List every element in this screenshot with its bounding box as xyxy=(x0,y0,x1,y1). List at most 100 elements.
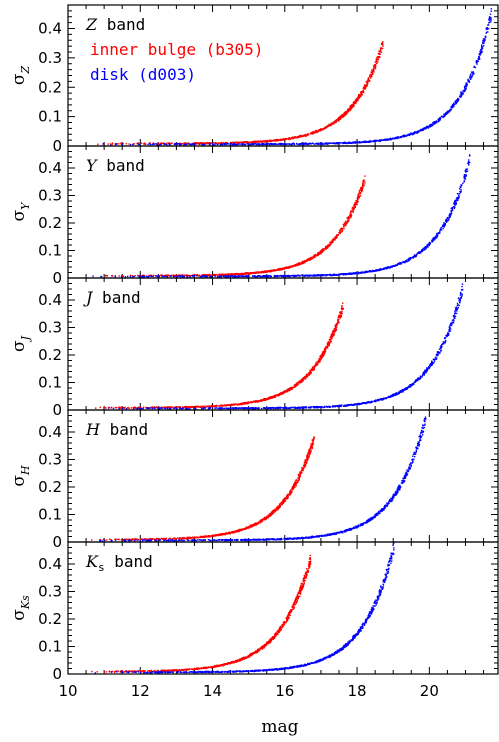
data-point xyxy=(339,232,341,235)
data-point xyxy=(347,111,349,113)
data-point xyxy=(328,338,331,341)
data-point xyxy=(457,99,459,101)
data-point xyxy=(485,28,488,31)
data-point xyxy=(412,257,414,259)
data-point xyxy=(225,275,228,278)
y-tick-label: 0.2 xyxy=(38,214,62,232)
data-point xyxy=(461,293,463,296)
data-point xyxy=(203,275,205,278)
data-point xyxy=(267,397,270,399)
data-point xyxy=(199,275,201,278)
data-point xyxy=(486,26,488,29)
data-point xyxy=(289,389,292,391)
data-point xyxy=(242,273,244,275)
data-point xyxy=(408,259,410,262)
data-point xyxy=(258,272,260,274)
data-point xyxy=(406,135,408,137)
data-point xyxy=(420,128,422,131)
data-point xyxy=(436,234,439,236)
data-point xyxy=(133,275,135,278)
data-point xyxy=(201,142,203,145)
data-point xyxy=(187,274,189,276)
data-point xyxy=(291,387,294,390)
data-point xyxy=(224,276,227,278)
y-tick-label: 0 xyxy=(52,401,62,419)
data-point xyxy=(357,195,359,198)
data-point xyxy=(214,141,216,144)
data-point xyxy=(318,129,320,132)
data-point xyxy=(456,197,459,200)
y-tick-label: 0 xyxy=(52,269,62,287)
data-point xyxy=(455,202,458,204)
data-point xyxy=(478,56,481,58)
data-point xyxy=(483,41,485,43)
data-point xyxy=(279,139,281,141)
data-point xyxy=(362,141,364,143)
data-point xyxy=(467,161,470,164)
data-point xyxy=(351,107,353,109)
data-point xyxy=(380,51,383,53)
data-point xyxy=(341,231,343,233)
data-point xyxy=(187,406,189,409)
data-point xyxy=(274,395,276,397)
y-tick-label: 0.4 xyxy=(38,291,62,309)
data-point xyxy=(169,275,171,277)
data-point xyxy=(210,275,212,278)
data-point xyxy=(299,381,301,383)
data-point xyxy=(180,143,182,146)
data-point xyxy=(241,403,243,405)
data-point xyxy=(374,66,376,69)
data-point xyxy=(460,184,462,186)
data-point xyxy=(279,392,282,395)
data-point xyxy=(248,143,250,146)
data-point xyxy=(297,274,300,277)
data-point xyxy=(281,139,284,141)
data-point xyxy=(317,362,319,364)
data-point xyxy=(242,275,245,278)
data-point xyxy=(216,404,218,407)
data-point xyxy=(489,17,491,20)
data-point xyxy=(192,406,195,408)
data-point xyxy=(439,228,442,231)
data-point xyxy=(315,129,317,132)
data-point xyxy=(303,134,305,137)
data-point xyxy=(247,272,249,274)
data-point xyxy=(353,272,356,274)
data-point xyxy=(288,143,290,146)
data-point xyxy=(426,244,428,246)
data-point xyxy=(285,143,288,145)
data-point xyxy=(386,138,388,140)
data-point xyxy=(321,356,323,358)
data-point xyxy=(311,132,313,135)
data-point xyxy=(294,274,296,277)
data-point xyxy=(197,142,199,145)
data-point xyxy=(435,120,438,122)
data-point xyxy=(314,130,317,133)
data-point xyxy=(339,117,341,119)
data-point xyxy=(329,341,331,343)
data-point xyxy=(373,67,375,70)
data-point xyxy=(207,408,210,410)
data-point xyxy=(412,132,415,135)
data-point xyxy=(346,142,349,144)
data-point xyxy=(360,189,363,191)
data-point xyxy=(294,384,297,386)
data-point xyxy=(196,275,198,277)
data-point xyxy=(358,141,360,144)
data-point xyxy=(116,406,118,409)
data-point xyxy=(253,400,255,403)
data-point xyxy=(366,81,369,83)
data-point xyxy=(295,136,297,138)
data-point xyxy=(202,405,204,408)
data-point xyxy=(225,143,227,145)
data-point xyxy=(456,99,458,102)
data-point xyxy=(366,80,368,82)
data-point xyxy=(361,188,364,190)
data-point xyxy=(290,143,292,146)
data-point xyxy=(383,268,385,270)
data-point xyxy=(300,135,303,137)
data-point xyxy=(277,275,279,277)
data-point xyxy=(355,200,358,202)
data-point xyxy=(349,214,351,217)
data-point xyxy=(247,401,250,403)
